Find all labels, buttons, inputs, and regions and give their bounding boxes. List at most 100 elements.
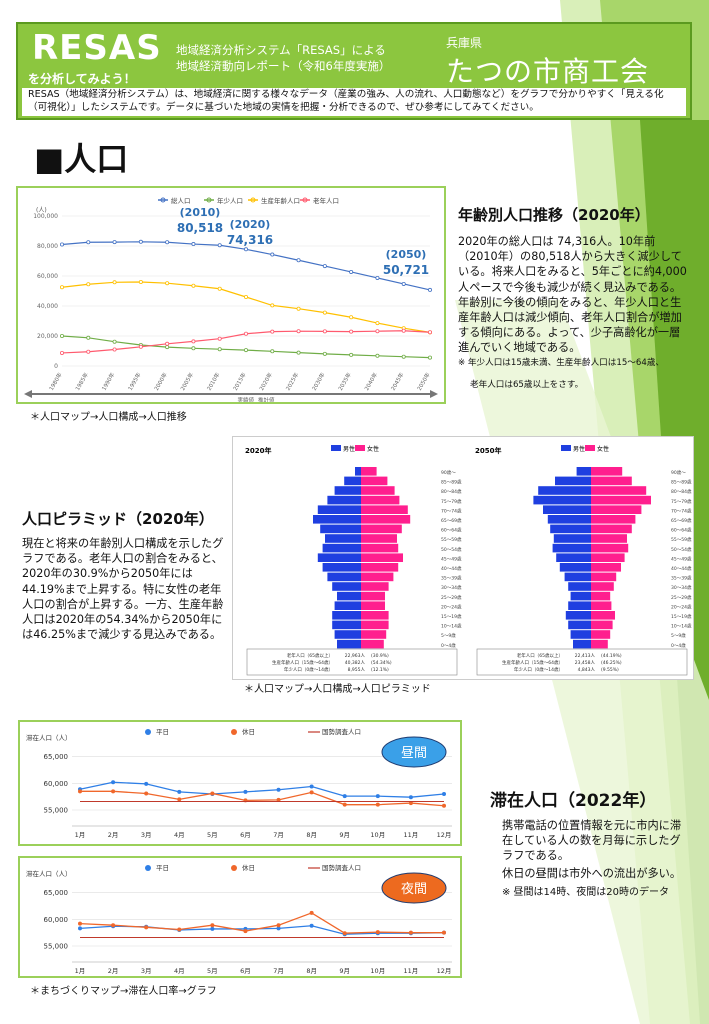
pyramid-heading: 人口ピラミッド（2020年） <box>22 510 214 528</box>
data-point <box>322 329 327 334</box>
data-point <box>427 355 432 360</box>
summary-pct: (44.19%) <box>601 653 622 659</box>
data-point <box>60 285 65 290</box>
stay-heading: 滞在人口（2022年） <box>490 791 657 811</box>
y-tick-label: 60,000 <box>44 916 69 924</box>
badge-label: 夜間 <box>401 882 427 897</box>
x-tick-label: 2015年 <box>231 371 248 392</box>
header-line1: 地域経済分析システム「RESAS」による <box>176 43 386 57</box>
data-point <box>243 331 248 336</box>
summary-label: 老年人口（65歳以上） <box>517 652 563 659</box>
data-point <box>217 243 222 248</box>
data-point <box>144 781 149 786</box>
data-point <box>375 794 380 799</box>
legend-marker <box>302 197 308 203</box>
x-tick-label: 5月 <box>207 831 218 839</box>
data-point <box>177 927 182 932</box>
series-line <box>79 781 445 798</box>
female-bar <box>591 601 612 610</box>
summary-box <box>246 648 458 676</box>
female-bar <box>591 505 642 514</box>
trend-caption: ＊人口マップ→人口構成→人口推移 <box>30 412 187 423</box>
age-group-label: 25～29歳 <box>671 594 692 601</box>
data-point <box>322 351 327 356</box>
data-point <box>60 242 65 247</box>
male-bar <box>344 476 361 486</box>
male-bar <box>325 534 361 543</box>
legend-swatch-female <box>355 445 365 451</box>
male-bar <box>555 476 591 486</box>
age-group-label: 40～44歳 <box>441 565 462 572</box>
age-group-label: 25～29歳 <box>441 594 462 601</box>
x-tick-label: 11月 <box>404 831 419 839</box>
male-bar <box>559 563 591 572</box>
badge-shape <box>381 736 447 768</box>
female-bar <box>361 591 385 601</box>
male-bar <box>320 524 361 534</box>
data-point <box>210 791 215 796</box>
summary-label: 生産年齢人口（15歳～64歳） <box>502 659 563 666</box>
male-bar <box>576 467 591 476</box>
legend-label: 国勢調査人口 <box>322 863 361 872</box>
x-tick-label: 2035年 <box>336 371 353 392</box>
data-point <box>112 347 117 352</box>
x-tick-label: 10月 <box>370 967 385 975</box>
male-bar <box>568 582 591 591</box>
female-bar <box>591 572 617 582</box>
data-point <box>191 283 196 288</box>
male-bar <box>565 611 591 620</box>
legend-marker <box>145 729 151 735</box>
male-bar <box>533 495 591 505</box>
data-point <box>401 328 406 333</box>
male-bar <box>556 553 591 562</box>
x-tick-label: 9月 <box>339 967 350 975</box>
pyramid-caption: ＊人口マップ→人口構成→人口ピラミッド <box>244 684 431 695</box>
data-point <box>243 929 248 934</box>
x-tick-label: 3月 <box>141 831 152 839</box>
legend-marker <box>160 197 166 203</box>
age-group-label: 45～49歳 <box>441 555 462 562</box>
data-point <box>349 315 354 320</box>
x-tick-label: 9月 <box>339 831 350 839</box>
data-point <box>401 281 406 286</box>
data-point <box>165 240 170 245</box>
population-pyramid-chart: 2020年 男性 女性 0～4歳 5～9歳 10～14歳 15～19歳 20～24歳 25～29… <box>245 445 692 676</box>
x-tick-label: 10月 <box>370 831 385 839</box>
male-bar <box>322 543 361 553</box>
female-bar <box>361 572 394 582</box>
female-bar <box>361 601 385 610</box>
data-point <box>349 329 354 334</box>
x-tick-label: 6月 <box>240 967 251 975</box>
male-bar <box>550 524 591 534</box>
x-tick-label: 2030年 <box>310 371 327 392</box>
female-bar <box>591 524 632 534</box>
x-tick-label: 11月 <box>404 967 419 975</box>
y-tick-label: 65,000 <box>44 889 69 897</box>
section-title: ■人口 <box>34 140 129 178</box>
data-point <box>210 923 215 928</box>
summary-value: 22,963人 <box>345 653 366 659</box>
legend-marker <box>145 865 151 871</box>
female-bar <box>361 553 403 562</box>
age-group-label: 90歳～ <box>441 469 456 476</box>
summary-pct: (30.9%) <box>371 653 389 659</box>
legend-marker <box>250 197 256 203</box>
male-bar <box>332 611 361 620</box>
y-axis-label: 滞在人口（人） <box>26 869 72 878</box>
summary-label: 年少人口（0歳～14歳） <box>514 666 563 673</box>
annotation-value: 74,316 <box>227 233 273 247</box>
female-bar <box>591 543 629 553</box>
x-tick-label: 2010年 <box>205 371 222 392</box>
trend-note-2: 老年人口は65歳以上をさす。 <box>470 380 584 390</box>
x-tick-label: 3月 <box>141 967 152 975</box>
age-group-label: 5～9歳 <box>671 632 686 639</box>
legend-label: 年少人口 <box>217 196 243 205</box>
x-tick-label: 7月 <box>273 831 284 839</box>
data-point <box>309 790 314 795</box>
legend-label-female: 女性 <box>367 445 379 453</box>
male-bar <box>538 486 591 495</box>
stay-text-1: 携帯電話の位置情報を元に市内に滞在している人の数を月毎に示したグラフである。 <box>502 819 682 863</box>
age-group-label: 30～34歳 <box>441 584 462 591</box>
header-subtitle: を分析してみよう！ <box>28 72 136 86</box>
male-bar <box>337 639 361 649</box>
